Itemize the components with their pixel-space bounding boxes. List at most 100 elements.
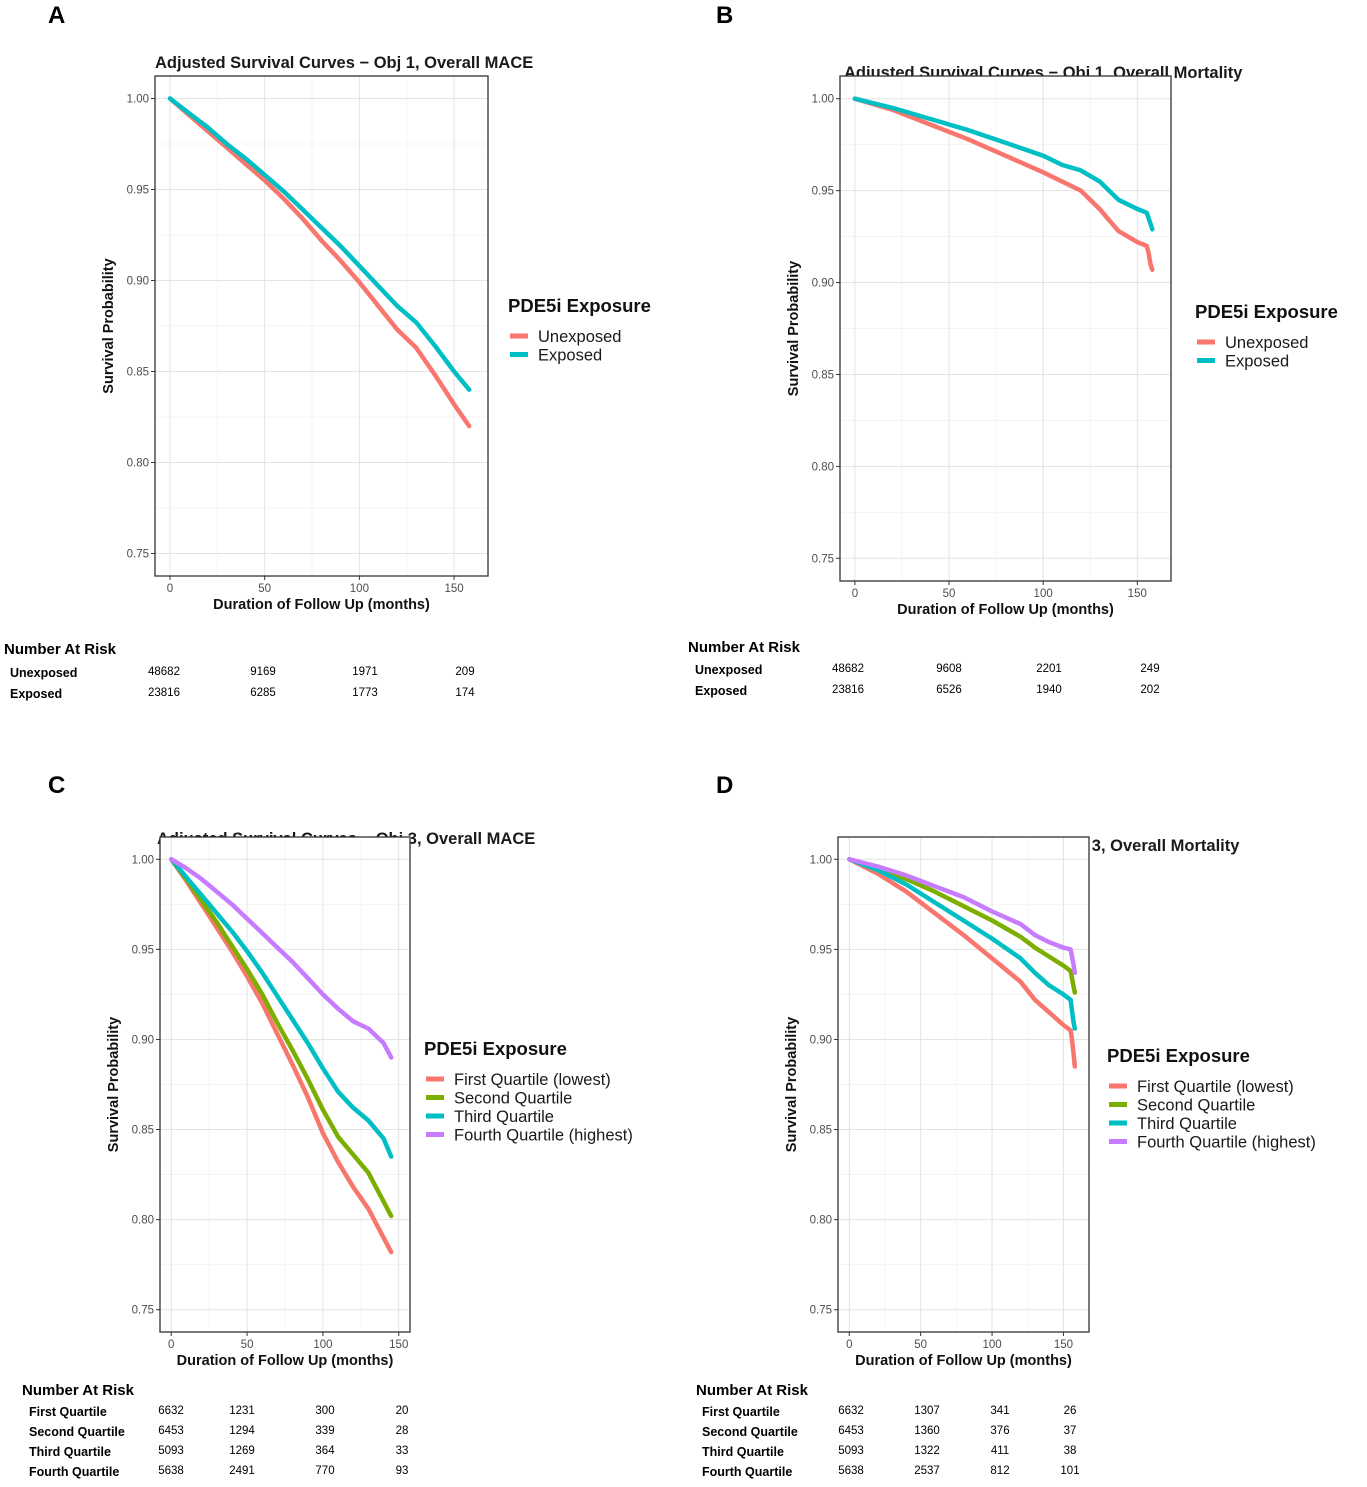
risk-value: 249 [1140, 663, 1160, 675]
risk-value: 1322 [914, 1445, 940, 1457]
legend-title: PDE5i Exposure [1195, 301, 1338, 322]
risk-value: 6632 [838, 1405, 864, 1417]
panel-letter: C [48, 772, 66, 799]
x-tick-label: 100 [1034, 588, 1053, 600]
panel-a: A Adjusted Survival Curves − Obj 1, Over… [0, 0, 683, 740]
risk-row-label: Third Quartile [29, 1445, 111, 1459]
x-tick-label: 0 [846, 1339, 852, 1351]
x-axis-label: Duration of Follow Up (months) [213, 597, 430, 613]
risk-value: 23816 [832, 684, 864, 696]
legend-label: First Quartile (lowest) [454, 1071, 611, 1089]
x-tick-label: 50 [914, 1339, 927, 1351]
risk-value: 26 [1063, 1405, 1077, 1417]
y-axis-label: Survival Probability [784, 1017, 800, 1152]
legend-label: Third Quartile [1137, 1115, 1237, 1133]
risk-row-label: Exposed [695, 684, 748, 698]
survival-curve-line [169, 857, 394, 1219]
plot-border [159, 836, 411, 1333]
legend-label: Second Quartile [1137, 1097, 1255, 1115]
survival-curve-line [169, 857, 394, 1159]
risk-value: 411 [990, 1445, 1010, 1457]
survival-curve-line [167, 96, 472, 392]
y-tick-label: 0.90 [810, 1034, 832, 1046]
y-tick-label: 0.95 [127, 185, 149, 197]
risk-value: 20 [395, 1405, 409, 1417]
y-axis-label: Survival Probability [101, 258, 117, 393]
risk-row-label: Second Quartile [29, 1425, 125, 1439]
x-tick-label: 100 [982, 1339, 1001, 1351]
survival-curve-line [169, 857, 394, 1255]
y-tick-label: 0.75 [132, 1305, 154, 1317]
survival-curve-line [847, 857, 1078, 1069]
risk-value: 341 [990, 1405, 1010, 1417]
risk-value: 5638 [838, 1465, 864, 1477]
y-axis-label: Survival Probability [786, 261, 802, 396]
risk-row-label: Unexposed [695, 663, 763, 677]
risk-value: 174 [455, 687, 475, 699]
x-tick-label: 150 [389, 1339, 408, 1351]
survival-curve-line [847, 857, 1078, 1031]
risk-value: 33 [395, 1445, 409, 1457]
risk-value: 376 [990, 1425, 1010, 1437]
risk-value: 5093 [838, 1445, 864, 1457]
legend-label: Unexposed [1225, 334, 1308, 352]
x-tick-label: 0 [167, 583, 173, 595]
risk-value: 202 [1140, 684, 1160, 696]
x-tick-label: 50 [943, 588, 956, 600]
risk-value: 364 [315, 1445, 335, 1457]
risk-row-label: Fourth Quartile [702, 1465, 793, 1479]
panel-d: D Adjusted Survival Curves − Obj 3, Over… [683, 760, 1367, 1487]
x-axis-label: Duration of Follow Up (months) [855, 1353, 1072, 1369]
chart-title: Adjusted Survival Curves − Obj 1, Overal… [155, 54, 533, 72]
survival-curve-line [847, 857, 1078, 995]
y-tick-label: 0.90 [132, 1034, 154, 1046]
risk-value: 2491 [229, 1465, 255, 1477]
risk-value: 1971 [352, 666, 378, 678]
risk-value: 2537 [914, 1465, 940, 1477]
risk-value: 37 [1063, 1425, 1077, 1437]
risk-value: 1307 [914, 1405, 940, 1417]
risk-row-label: Second Quartile [702, 1425, 798, 1439]
y-tick-label: 0.80 [127, 458, 149, 470]
legend-label: Exposed [538, 347, 602, 365]
y-tick-label: 0.95 [810, 944, 832, 956]
risk-value: 5093 [158, 1445, 184, 1457]
risk-value: 28 [395, 1425, 409, 1437]
y-tick-label: 0.80 [132, 1215, 154, 1227]
risk-value: 6453 [158, 1425, 184, 1437]
plot-border [154, 75, 489, 577]
panel-letter: D [716, 772, 734, 799]
plot-border [837, 836, 1090, 1333]
risk-value: 38 [1063, 1445, 1077, 1457]
y-tick-label: 0.80 [810, 1215, 832, 1227]
risk-row-label: Fourth Quartile [29, 1465, 120, 1479]
y-tick-label: 1.00 [132, 854, 154, 866]
risk-row-label: Unexposed [10, 666, 78, 680]
y-tick-label: 0.80 [812, 461, 834, 473]
legend-label: First Quartile (lowest) [1137, 1078, 1294, 1096]
risk-value: 48682 [832, 663, 864, 675]
risk-value: 6526 [936, 684, 962, 696]
survival-curve-line [852, 96, 1155, 232]
risk-table-title: Number At Risk [696, 1382, 808, 1399]
y-tick-label: 0.85 [127, 367, 149, 379]
panel-letter: A [48, 2, 66, 29]
y-tick-label: 0.90 [127, 276, 149, 288]
x-tick-label: 0 [168, 1339, 174, 1351]
risk-row-label: First Quartile [29, 1405, 107, 1419]
y-axis-label: Survival Probability [106, 1017, 122, 1152]
panel-c: C Adjusted Survival Curves − Obj 3, Over… [0, 760, 683, 1487]
survival-chart-d: Adjusted Survival Curves − Obj 3, Overal… [784, 836, 1316, 1369]
risk-value: 93 [395, 1465, 409, 1477]
risk-value: 209 [455, 666, 475, 678]
x-tick-label: 50 [258, 583, 271, 595]
risk-value: 23816 [148, 687, 180, 699]
risk-value: 48682 [148, 666, 180, 678]
y-tick-label: 0.85 [132, 1125, 154, 1137]
risk-value: 1773 [352, 687, 378, 699]
risk-value: 770 [315, 1465, 335, 1477]
legend-label: Third Quartile [454, 1108, 554, 1126]
legend-title: PDE5i Exposure [508, 295, 651, 316]
legend-label: Fourth Quartile (highest) [454, 1127, 633, 1145]
y-tick-label: 0.95 [132, 944, 154, 956]
